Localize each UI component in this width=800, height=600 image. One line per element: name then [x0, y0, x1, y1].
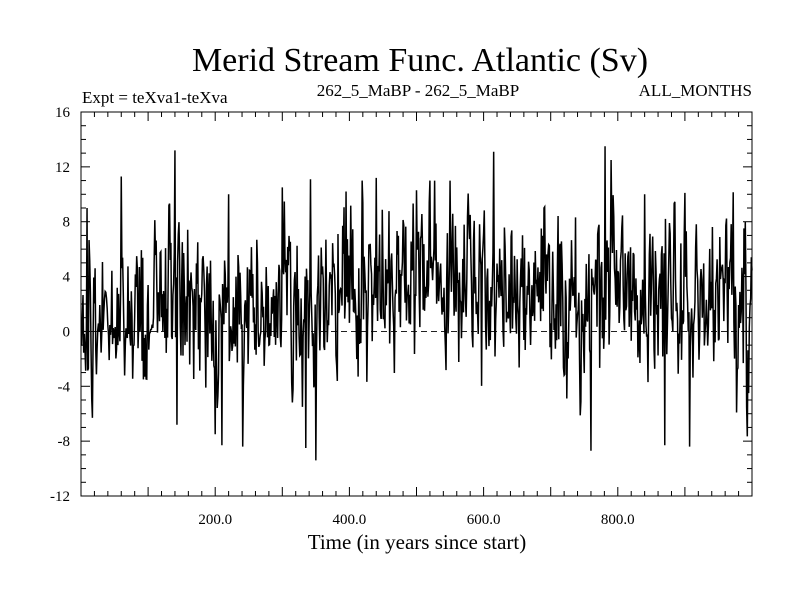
series-line	[80, 146, 753, 461]
y-tick-label: -8	[58, 434, 71, 450]
x-tick-label: 200.0	[198, 512, 232, 528]
experiment-label: Expt = teXva1-teXva	[82, 88, 228, 107]
y-tick-label: 12	[55, 160, 70, 176]
x-tick-label: 400.0	[333, 512, 367, 528]
y-tick-label: 4	[63, 270, 71, 286]
x-axis-label: Time (in years since start)	[308, 530, 527, 554]
y-tick-label: 8	[63, 215, 71, 231]
y-tick-label: -4	[58, 379, 71, 395]
data-layer	[80, 146, 753, 461]
y-tick-label: 0	[63, 324, 71, 340]
plot-frame	[80, 111, 753, 497]
axis-layer: -12 -8 -4 0 4 8 12 16 200.0 400.0 600.0 800.0	[50, 105, 753, 528]
x-tick-label: 800.0	[601, 512, 635, 528]
period-label: 262_5_MaBP - 262_5_MaBP	[317, 81, 519, 100]
months-label: ALL_MONTHS	[639, 81, 752, 100]
x-tick-label: 600.0	[467, 512, 501, 528]
chart-title: Merid Stream Func. Atlantic (Sv)	[192, 42, 648, 79]
y-tick-label: 16	[55, 105, 71, 121]
y-tick-label: -12	[50, 489, 70, 505]
